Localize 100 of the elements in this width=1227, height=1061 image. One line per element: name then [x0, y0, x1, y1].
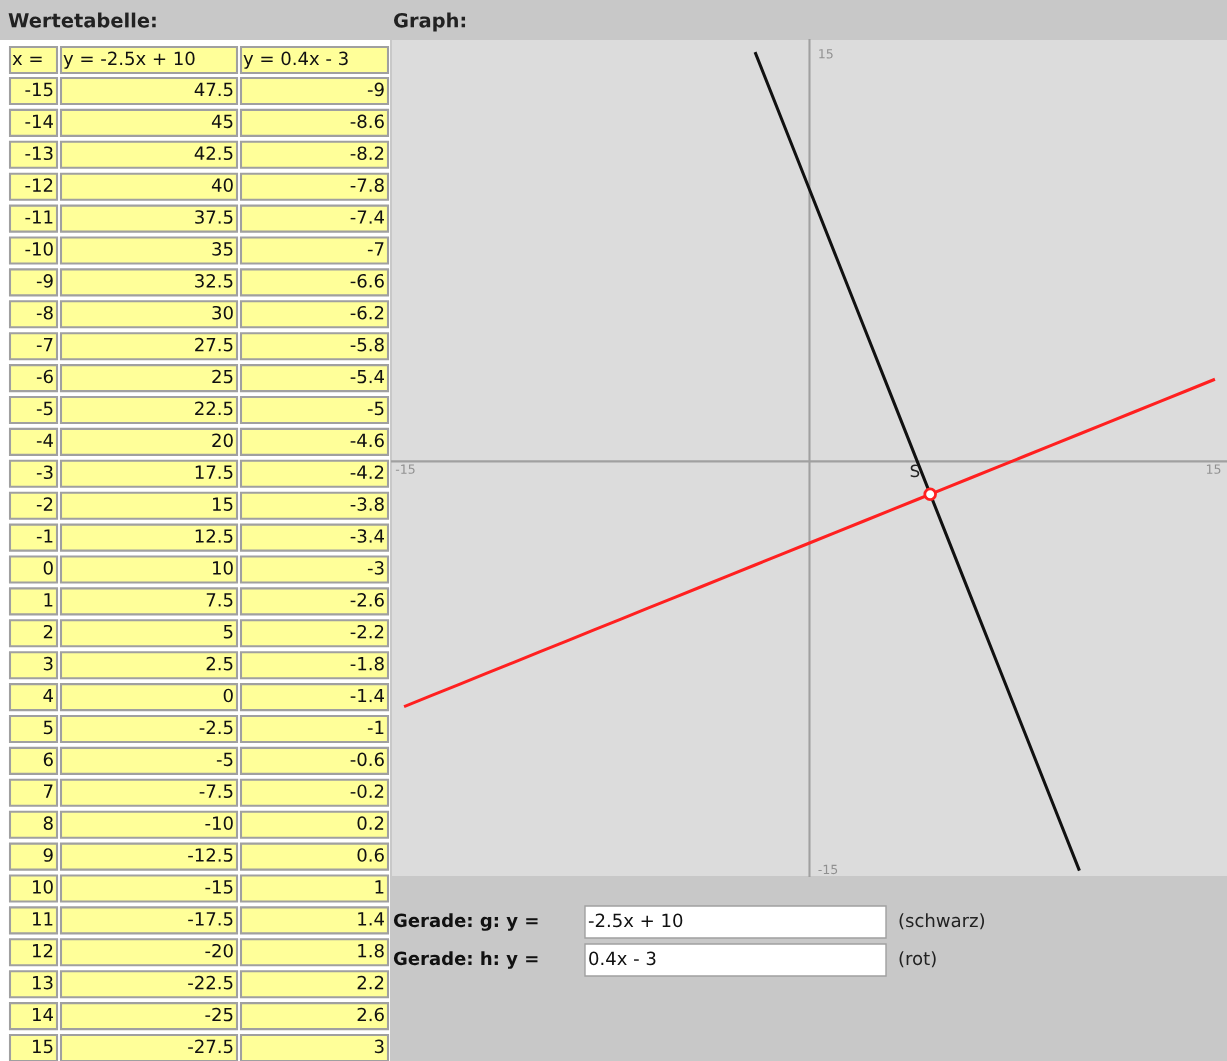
text: -2.6 — [350, 592, 384, 607]
text: 15 — [213, 497, 233, 511]
text: -12 — [25, 178, 53, 192]
text: y = -2.5x + 10 — [63, 51, 195, 69]
text: -3.8 — [350, 497, 384, 511]
text: 2.2 — [357, 975, 384, 990]
text: -6.6 — [350, 273, 384, 288]
text: -10 — [25, 242, 53, 256]
text: -15 — [25, 82, 53, 97]
text: 1.4 — [358, 912, 384, 926]
text: -5.4 — [350, 369, 384, 384]
text: 3 — [43, 656, 53, 671]
text: 15 — [33, 1039, 53, 1054]
text: 45 — [211, 114, 233, 129]
text: Gerade: h: y = — [393, 951, 538, 969]
text: 12 — [33, 943, 53, 958]
text: 7 — [43, 784, 53, 798]
text: -7.8 — [350, 178, 384, 192]
text: -25 — [205, 1007, 233, 1022]
text: 12.5 — [195, 529, 233, 543]
text: 6 — [43, 752, 53, 767]
text: -8.2 — [350, 146, 384, 161]
text: 4 — [43, 688, 53, 703]
text: 37.5 — [195, 210, 233, 224]
text: 7.5 — [206, 593, 233, 607]
text: 2.5 — [206, 656, 233, 671]
text: (rot) — [899, 951, 936, 968]
annotation: S — [910, 464, 920, 478]
text: -15 — [205, 880, 233, 894]
text: 1 — [44, 593, 53, 607]
text: -20 — [205, 943, 233, 958]
text: 0 — [43, 561, 53, 575]
text: 5 — [223, 625, 233, 639]
text: -3 — [367, 561, 384, 575]
text: -7.5 — [199, 784, 233, 799]
text: -14 — [25, 114, 53, 128]
text: 2 — [43, 624, 53, 639]
text: -3 — [36, 465, 53, 480]
text: Gerade: g: y = — [393, 913, 538, 931]
text: -4 — [36, 433, 53, 447]
text: -7.4 — [350, 210, 384, 224]
text: -9 — [367, 82, 384, 97]
text: -5 — [367, 401, 384, 416]
text: -1 — [367, 720, 384, 734]
text: -22.5 — [188, 975, 233, 990]
text: -9 — [36, 273, 53, 288]
text: 0.6 — [357, 848, 384, 862]
text: -13 — [25, 146, 53, 161]
text: -7 — [367, 242, 384, 256]
text: 0 — [223, 688, 233, 703]
chart-title: Graph: — [393, 12, 466, 32]
text: -11 — [25, 210, 53, 224]
text: 10 — [213, 561, 233, 575]
text: 1 — [375, 880, 384, 894]
text: -1 — [36, 529, 53, 543]
text: -5 — [36, 401, 53, 416]
text: y = 0.4x - 3 — [243, 51, 348, 69]
text: -5.8 — [350, 337, 384, 352]
text: 27.5 — [195, 337, 233, 352]
text: Wertetabelle: — [8, 12, 156, 28]
text: -7 — [36, 338, 53, 352]
text: 0.2 — [357, 816, 384, 830]
text: 11 — [33, 912, 53, 926]
text: -2.2 — [350, 624, 384, 639]
text: -8.6 — [350, 114, 384, 129]
text: 17.5 — [195, 465, 233, 480]
text: 9 — [43, 848, 53, 862]
text: 42.5 — [194, 146, 233, 161]
text: 14 — [33, 1007, 53, 1022]
text: 30 — [212, 305, 233, 320]
text: 22.5 — [195, 401, 233, 416]
text: 8 — [43, 816, 53, 830]
text: -17.5 — [188, 912, 233, 926]
text: -6.2 — [350, 305, 384, 320]
text: -4.2 — [350, 465, 384, 479]
text: 2.6 — [357, 1007, 384, 1022]
text: -2.5x + 10 — [588, 913, 683, 928]
text: -1.8 — [350, 656, 384, 671]
text: 5 — [43, 720, 53, 735]
text: 13 — [33, 975, 53, 990]
text: -1.4 — [350, 688, 384, 703]
text: (schwarz) — [899, 913, 985, 930]
text: -0.2 — [350, 784, 384, 799]
text: x = — [12, 55, 42, 65]
text: -0.6 — [350, 752, 384, 767]
text: 20 — [212, 433, 233, 448]
text: 10 — [33, 880, 53, 894]
text: -12.5 — [188, 848, 233, 862]
text: 35 — [212, 242, 233, 256]
text: 47.5 — [194, 82, 233, 97]
text: 1.8 — [358, 943, 384, 958]
text: 0.4x - 3 — [589, 951, 656, 966]
text: 25 — [212, 369, 233, 384]
text: -2.5 — [199, 720, 233, 735]
text: -6 — [36, 369, 53, 384]
text: -8 — [36, 305, 53, 320]
text: -4.6 — [350, 433, 384, 448]
text: -5 — [216, 752, 233, 767]
text: 32.5 — [195, 273, 233, 288]
text: -2 — [36, 497, 53, 511]
